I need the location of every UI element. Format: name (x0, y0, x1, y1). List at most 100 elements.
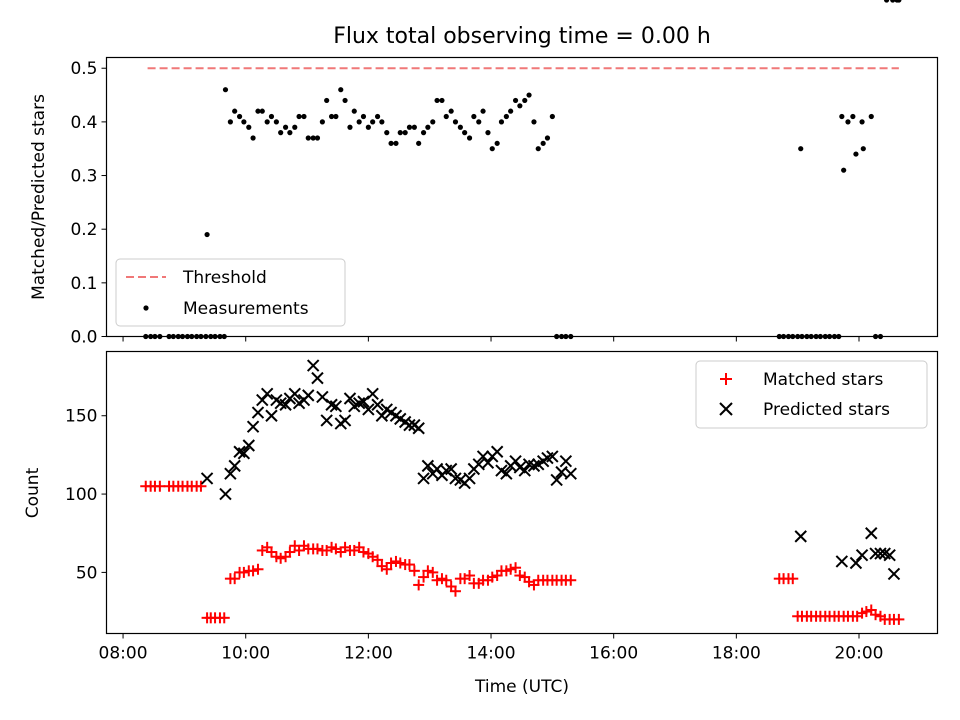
legend-measurements-label: Measurements (183, 299, 309, 319)
measurement-point (370, 119, 376, 125)
predicted-stars-point (237, 447, 251, 460)
predicted-stars-point (883, 548, 896, 562)
measurement-point (328, 113, 335, 120)
bottom-legend: Matched stars Predicted stars (695, 360, 928, 429)
predicted-stars-point (265, 409, 278, 422)
measurement-point (859, 119, 865, 125)
measurement-point (236, 113, 243, 120)
legend-matched-label: Matched stars (763, 370, 883, 390)
matched-stars-point (403, 559, 415, 571)
top-plot-frame (105, 56, 939, 338)
top-y-tick-label: 0.1 (70, 274, 97, 294)
matched-stars-point (418, 571, 430, 583)
bottom-x-tick-label: 12:00 (344, 644, 393, 664)
bottom-legend-box (695, 360, 928, 429)
matched-stars-point (422, 565, 434, 577)
measurement-point (347, 124, 353, 130)
matched-stars-point (510, 562, 522, 574)
measurement-point (471, 113, 477, 120)
bottom-panel: 50 100 150 08:00 10:00 12:00 14:00 16:00 18:00 2… (23, 350, 939, 697)
measurement-point (222, 87, 229, 93)
bottom-x-tick-label: 14:00 (467, 644, 516, 664)
predicted-stars-point (200, 472, 214, 485)
matched-stars-point (372, 554, 384, 566)
measurement-point (305, 135, 311, 141)
measurement-point (522, 97, 528, 104)
measurement-point (296, 113, 302, 120)
measurement-point (896, 0, 902, 3)
matched-stars-point (385, 557, 397, 569)
measurement-point (485, 130, 491, 136)
matched-stars-point (284, 546, 296, 558)
measurement-point (292, 124, 298, 130)
matched-stars-point (265, 546, 277, 558)
bottom-plot-frame (105, 350, 939, 635)
bottom-y-tick-label: 50 (76, 563, 98, 583)
measurement-point (476, 119, 482, 125)
matched-stars-point (893, 613, 905, 625)
measurement-point (301, 113, 307, 120)
predicted-stars-point (329, 400, 343, 413)
matched-stars-point (311, 543, 323, 555)
predicted-stars-point (325, 398, 338, 411)
predicted-stars-point (228, 459, 241, 473)
measurement-point (278, 130, 284, 136)
top-x-axis-ticks (122, 336, 860, 342)
bottom-y-tick-label: 150 (65, 407, 97, 427)
matched-stars-point (413, 579, 425, 591)
measurement-point (480, 108, 486, 114)
measurement-point (883, 0, 890, 3)
measurement-point (255, 108, 261, 114)
measurement-point (374, 113, 381, 120)
measurement-point (264, 119, 270, 125)
top-y-tick-label: 0.2 (70, 220, 97, 240)
predicted-stars-point (794, 530, 807, 543)
measurement-point (411, 124, 417, 130)
legend-matched-swatch (720, 373, 732, 385)
matched-stars-point (229, 573, 241, 585)
predicted-stars-point (246, 420, 260, 433)
legend-predicted-label: Predicted stars (763, 400, 890, 420)
bottom-x-tick-label: 10:00 (221, 644, 270, 664)
measurement-point (420, 130, 427, 136)
matched-stars-point (394, 557, 406, 569)
measurement-point (250, 135, 256, 141)
matched-stars-point (154, 480, 166, 492)
predicted-stars-point (338, 414, 352, 427)
matched-stars-point (427, 566, 439, 578)
predicted-stars-point (546, 450, 559, 463)
bottom-x-tick-label: 20:00 (834, 644, 883, 664)
measurement-point (204, 231, 210, 238)
predicted-stars-point (444, 462, 458, 476)
matched-stars-point (870, 609, 882, 621)
predicted-stars-point (481, 456, 495, 469)
measurement-point (406, 124, 413, 130)
measurement-point (430, 119, 436, 125)
matched-stars-point (293, 544, 305, 556)
measurement-point (384, 130, 390, 136)
measurement-point (259, 108, 265, 114)
predicted-stars-point (855, 548, 869, 562)
top-panel: Flux total observing time = 0.00 h 0.00.… (29, 0, 939, 348)
measurement-point (434, 97, 440, 104)
predicted-stars-point (412, 422, 425, 435)
measurement-point (850, 113, 856, 120)
top-y-axis-label: Matched/Predicted stars (29, 94, 49, 300)
measurement-point (508, 108, 514, 114)
measurement-point (494, 140, 500, 146)
predicted-stars-point (260, 387, 274, 401)
measurement-point (535, 146, 541, 152)
matched-stars-point (449, 585, 461, 597)
bottom-y-axis-label: Count (23, 467, 43, 518)
measurement-point (388, 140, 394, 146)
predicted-stars-point (849, 556, 863, 570)
top-y-tick-label: 0.0 (70, 328, 97, 348)
predicted-stars-point (366, 387, 379, 401)
bottom-y-axis-ticks: 50 100 150 (65, 407, 107, 583)
predicted-stars-point (362, 403, 375, 416)
measurement-point (845, 119, 851, 125)
legend-predicted-swatch (719, 402, 733, 416)
predicted-stars-point (343, 392, 357, 405)
predicted-stars-point (288, 387, 301, 401)
